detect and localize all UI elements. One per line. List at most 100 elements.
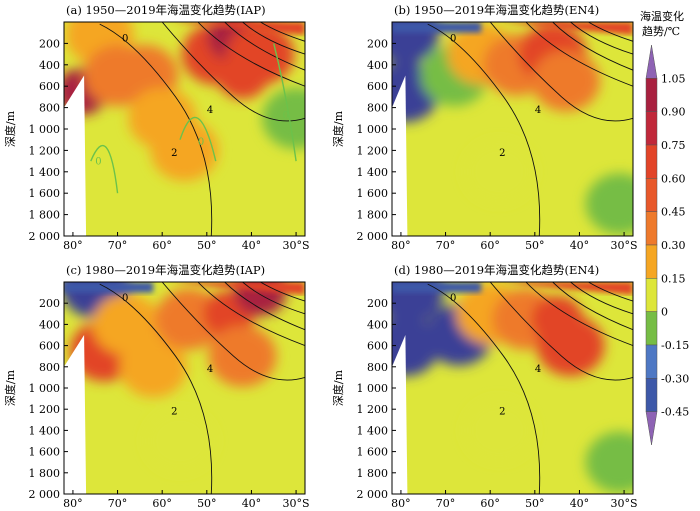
colorbar-segment-1 (645, 78, 658, 112)
panel-a-isotherm-0 (99, 23, 213, 236)
panel-d-ytick-4: 1 000 (357, 382, 389, 395)
panel-b-contours (427, 22, 633, 236)
panel-a-zero-label-1: 0 (198, 137, 204, 148)
panel-a: (a) 1950—2019年海温变化趋势(IAP) 02400020040060… (3, 3, 310, 252)
colorbar-segment-8 (645, 311, 658, 346)
panel-a-xtick-0: 80° (63, 239, 83, 252)
panel-a-isotherm-2 (197, 22, 305, 87)
panel-d-contour-label-2: 4 (535, 364, 541, 375)
panel-d-contours (427, 282, 633, 494)
panel-c-isotherm-5 (260, 282, 305, 302)
panel-d-title: (d) 1980—2019年海温变化趋势(EN4) (394, 263, 599, 277)
panel-d-isotherm-5 (588, 282, 633, 302)
panel-a-title: (a) 1950—2019年海温变化趋势(IAP) (66, 3, 266, 17)
panel-b-ytick-9: 2 000 (357, 230, 389, 243)
panel-c-ytick-0: 200 (39, 297, 60, 310)
panel-d-ytick-7: 1 600 (357, 446, 389, 459)
panel-b-field: 0 2 4 (392, 22, 633, 236)
panel-a-zero-label-2: 0 (283, 110, 289, 121)
panel-a-ytick-5: 1 200 (29, 144, 61, 157)
panel-b-ylabel: 深度/m (331, 110, 345, 147)
panel-a-surface-band (171, 22, 305, 35)
panel-c-contour-label-0: 0 (122, 293, 128, 304)
panel-c-ytick-8: 1 800 (29, 467, 61, 480)
panel-b-ytick-8: 1 800 (357, 209, 389, 222)
panel-b-xtick-1: 70° (436, 239, 456, 252)
panel-b-title: (b) 1950—2019年海温变化趋势(EN4) (394, 3, 599, 17)
panel-c-isotherm-4 (242, 282, 305, 315)
colorbar-label-9: -0.30 (661, 372, 689, 385)
colorbar-title-line2: 趋势/℃ (642, 25, 680, 38)
panel-a-ylabel: 深度/m (3, 110, 17, 147)
panel-b-ytick-3: 800 (367, 102, 388, 115)
panel-b-surface-cold (392, 22, 482, 33)
panel-b-land-mask (392, 75, 408, 236)
panel-d-ytick-8: 1 800 (357, 467, 389, 480)
panel-a-ytick-8: 1 800 (29, 209, 61, 222)
colorbar-segment-4 (645, 178, 658, 212)
panel-b-isotherm-4 (570, 22, 633, 55)
panel-d-land (392, 335, 408, 494)
panel-b: (b) 1950—2019年海温变化趋势(EN4) 0 2 4 200 400 600 80… (331, 3, 638, 252)
panel-c-field: 0 2 4 (64, 282, 305, 494)
panel-c-contours (99, 282, 305, 494)
colorbar-label-0: 1.05 (661, 72, 686, 85)
colorbar-segment-3 (645, 144, 658, 179)
panel-b-surface-warm (499, 22, 633, 35)
panel-b-ytick-4: 1 000 (357, 123, 389, 136)
colorbar-segment-10 (645, 378, 658, 412)
panel-d-cell-7 (465, 399, 534, 461)
panel-c-ytick-9: 2 000 (29, 488, 61, 501)
panel-d: (d) 1980—2019年海温变化趋势(EN4) 0 2 4 200 400 600 80… (331, 263, 638, 510)
panel-a-xtick-2: 60° (152, 239, 172, 252)
panel-c-contour-label-1: 2 (171, 407, 177, 418)
panel-b-ytick-2: 600 (367, 80, 388, 93)
panel-a-land-mask (64, 75, 87, 236)
colorbar-label-1: 0.90 (661, 106, 686, 119)
panel-d-contour-label-1: 2 (499, 407, 505, 418)
colorbar: 海温变化 趋势/℃ 1.05 0.90 0.75 0.60 0.45 0.30 0.15 0 -… (640, 9, 689, 446)
panel-a-zero-contour-1 (179, 116, 217, 162)
panel-b-contour-label-0: 0 (450, 33, 456, 44)
panel-c-ytick-2: 600 (39, 340, 60, 353)
colorbar-segment-2 (645, 111, 658, 146)
panel-c-ytick-5: 1 200 (29, 403, 61, 416)
panel-d-surface-cold (392, 282, 482, 293)
panel-d-isotherm-2 (525, 282, 633, 347)
panel-a-xtick-5: 30°S (283, 239, 310, 252)
panel-b-xtick-5: 30°S (611, 239, 638, 252)
panel-c-xtick-3: 50° (197, 497, 217, 510)
colorbar-label-6: 0.15 (661, 272, 686, 285)
panel-b-ytick-0: 200 (367, 37, 388, 50)
panel-c-surface-band (64, 282, 305, 295)
panel-d-ytick-2: 600 (367, 340, 388, 353)
colorbar-label-2: 0.75 (661, 139, 686, 152)
colorbar-label-8: -0.15 (661, 339, 689, 352)
panel-c-isotherm-1 (161, 282, 305, 381)
panel-d-ytick-6: 1 400 (357, 424, 389, 437)
panel-b-ytick-5: 1 200 (357, 144, 389, 157)
panel-d-cell-6 (536, 315, 605, 377)
panel-b-ytick-6: 1 400 (357, 166, 389, 179)
panel-c-surface-cold (64, 282, 154, 293)
panel-a-contour-label-2: 4 (207, 105, 213, 116)
panel-b-isotherm-2 (525, 22, 633, 87)
panel-c-isotherm-2 (197, 282, 305, 347)
panel-c-ytick-1: 400 (39, 318, 60, 331)
panel-a-xtick-1: 70° (108, 239, 128, 252)
panel-d-isotherm-0 (427, 283, 541, 494)
panel-a-ytick-3: 800 (39, 102, 60, 115)
panel-d-land-mask (392, 335, 408, 494)
panel-b-isotherm-3 (552, 22, 633, 71)
panel-b-contour-label-1: 2 (499, 148, 505, 159)
panel-b-isotherm-0 (427, 23, 541, 236)
panel-c-land-mask (64, 335, 87, 494)
panel-a-contours (99, 22, 305, 236)
panel-d-isotherm-3 (552, 282, 633, 331)
panel-b-cell-6 (532, 50, 601, 112)
panel-d-field: 0 2 4 (392, 282, 633, 494)
panel-a-contour-label-1: 2 (171, 148, 177, 159)
panel-a-ytick-1: 400 (39, 59, 60, 72)
panel-c-xtick-4: 40° (242, 497, 262, 510)
panel-c-ytick-6: 1 400 (29, 424, 61, 437)
